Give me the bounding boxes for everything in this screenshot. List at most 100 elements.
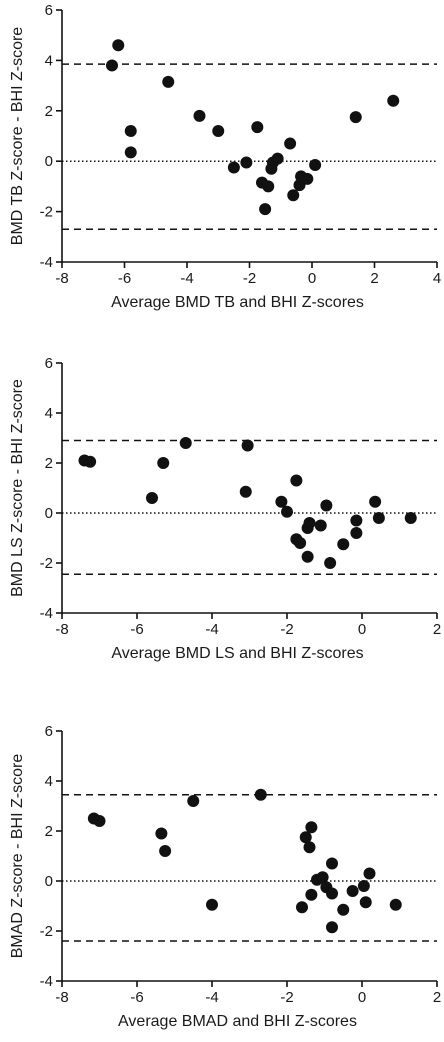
x-tick-label: -4 [205, 989, 218, 1006]
data-point [93, 815, 106, 827]
data-point [301, 550, 314, 563]
x-tick-label: -2 [280, 989, 293, 1006]
y-tick-label: 2 [45, 103, 53, 120]
data-point [162, 75, 175, 88]
data-point [259, 203, 272, 216]
data-point [316, 871, 329, 884]
x-tick-label: -2 [280, 621, 293, 638]
y-axis-label: BMAD Z-score - BHI Z-score [9, 754, 26, 959]
data-point [404, 512, 417, 524]
y-tick-label: 0 [45, 505, 53, 522]
data-point [324, 557, 337, 569]
data-point [179, 437, 192, 449]
y-tick-label: -2 [40, 204, 53, 221]
data-point [254, 788, 267, 801]
data-point [359, 896, 372, 909]
data-point [287, 189, 300, 202]
data-point [212, 124, 225, 137]
y-tick-label: 6 [45, 355, 53, 372]
data-point [389, 898, 402, 911]
data-point [84, 455, 97, 468]
data-point [271, 152, 284, 165]
x-axis-label: Average BMAD and BHI Z-scores [118, 1013, 357, 1030]
data-point [337, 903, 350, 916]
chart-panel-3: -4 -2 0 2 4 6 -8 -6 -4 -2 0 2 Average BMAD and BHI Z… [9, 723, 441, 1030]
data-point [146, 492, 158, 504]
data-point [281, 505, 293, 518]
data-point [227, 161, 240, 174]
data-point [290, 474, 303, 487]
y-tick-label: -2 [40, 555, 53, 572]
data-point [187, 795, 200, 807]
x-tick-label: -8 [55, 621, 68, 638]
data-point [363, 867, 376, 880]
data-point [301, 172, 314, 185]
x-tick-label: 4 [433, 270, 441, 287]
data-point [124, 146, 137, 159]
data-point [275, 495, 288, 508]
data-point [159, 845, 172, 857]
data-point [155, 827, 168, 840]
y-tick-label: -2 [40, 923, 53, 940]
x-tick-label: 2 [433, 621, 441, 638]
x-axis-label: Average BMD TB and BHI Z-scores [111, 294, 364, 311]
x-axis-label: Average BMD LS and BHI Z-scores [111, 645, 363, 662]
x-tick-label: -6 [118, 270, 131, 287]
data-point [369, 495, 382, 508]
data-point [326, 887, 338, 900]
data-point [346, 885, 359, 897]
data-point [372, 512, 385, 524]
x-tick-label: -8 [55, 270, 68, 287]
data-point [305, 821, 318, 834]
y-tick-label: -4 [40, 973, 53, 990]
y-tick-label: 0 [45, 873, 53, 890]
data-point [284, 137, 297, 150]
data-point [350, 514, 363, 527]
x-tick-label: -4 [205, 621, 218, 638]
data-point [387, 94, 400, 107]
data-point [299, 831, 312, 844]
x-tick-label: 0 [308, 270, 316, 287]
x-tick-label: -4 [180, 270, 193, 287]
data-point [241, 439, 254, 452]
data-point [262, 180, 275, 193]
x-tick-label: 0 [358, 621, 366, 638]
data-point [112, 39, 125, 52]
data-point [303, 841, 316, 854]
data-point [337, 538, 350, 551]
y-tick-label: 4 [45, 405, 53, 422]
chart-panel-2: -4 -2 0 2 4 6 -8 -6 -4 -2 0 2 Average BMD LS and BHI… [9, 355, 441, 662]
data-point [303, 517, 316, 529]
data-point [357, 880, 370, 892]
data-point [251, 121, 264, 134]
x-tick-label: -8 [55, 989, 68, 1006]
y-axis-label: BMD LS Z-score - BHI Z-score [9, 379, 26, 597]
data-point [326, 857, 338, 870]
data-point [124, 124, 137, 137]
data-point [206, 898, 218, 911]
y-axis-label: BMD TB Z-score - BHI Z-score [9, 27, 26, 245]
y-tick-label: 6 [45, 723, 53, 740]
data-point [106, 59, 118, 72]
y-tick-label: 4 [45, 773, 53, 790]
data-point [320, 499, 333, 512]
data-point [240, 156, 253, 169]
data-point [309, 158, 322, 171]
y-tick-label: 6 [45, 2, 53, 19]
x-tick-label: -2 [243, 270, 256, 287]
x-tick-label: 2 [370, 270, 378, 287]
data-point [349, 111, 362, 124]
data-point [294, 537, 307, 549]
y-tick-label: 4 [45, 52, 53, 69]
data-point [157, 457, 170, 469]
x-tick-label: -6 [130, 621, 143, 638]
data-point [350, 527, 363, 539]
y-tick-label: 0 [45, 153, 53, 170]
y-tick-label: -4 [40, 254, 53, 271]
x-tick-label: -6 [130, 989, 143, 1006]
data-point [239, 485, 252, 498]
x-tick-label: 2 [433, 989, 441, 1006]
data-point [296, 901, 308, 914]
y-tick-label: 2 [45, 823, 53, 840]
